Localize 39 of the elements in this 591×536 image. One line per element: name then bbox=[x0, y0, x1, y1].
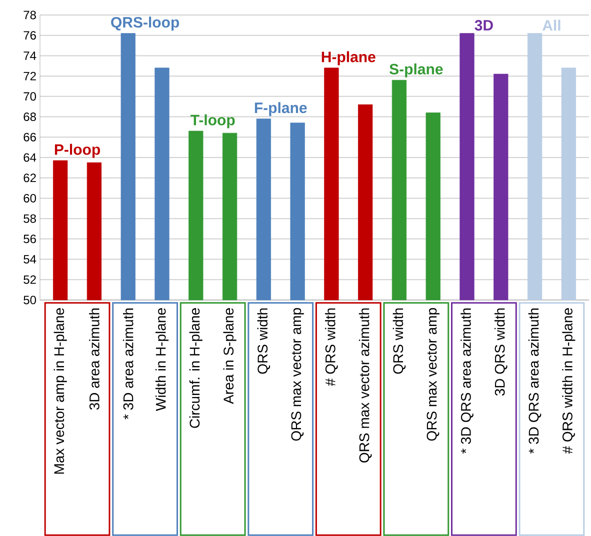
annotation: P-loop bbox=[54, 144, 100, 158]
y-tick-label: 76 bbox=[24, 31, 36, 40]
x-tick-label: QRS max vector azimuth bbox=[358, 308, 372, 462]
x-tick-label: QRS width bbox=[392, 308, 406, 374]
y-tick-label: 66 bbox=[24, 132, 36, 142]
x-tick-label: QRS max vector amp bbox=[291, 308, 304, 441]
y-tick-label: 74 bbox=[24, 52, 36, 60]
y-tick-label: 50 bbox=[24, 296, 36, 304]
y-tick-label: 60 bbox=[24, 194, 36, 202]
annotation: T-loop bbox=[190, 114, 235, 128]
y-tick-label: 56 bbox=[24, 234, 36, 244]
y-tick-label: 64 bbox=[24, 153, 36, 162]
x-tick-label: 3D QRS width bbox=[494, 308, 508, 396]
x-tick-label: # QRS width bbox=[325, 308, 338, 386]
x-tick-label: 3D area azimuth bbox=[89, 308, 100, 410]
y-tick-label: 72 bbox=[24, 72, 36, 80]
annotation: QRS-loop bbox=[111, 16, 180, 31]
x-tick-label: Area in S-plane bbox=[223, 308, 236, 404]
y-tick-label: 68 bbox=[24, 112, 36, 122]
y-tick-label: 62 bbox=[24, 174, 36, 182]
annotation: All bbox=[542, 20, 560, 31]
x-tick-label: * 3D QRS area azimuth bbox=[460, 308, 474, 454]
x-tick-label: * 3D QRS area azimuth bbox=[528, 308, 542, 454]
x-tick-label: Circumf. in H-plane bbox=[189, 308, 202, 428]
x-tick-label: QRS width bbox=[257, 308, 270, 374]
annotation: S-plane bbox=[390, 63, 443, 78]
y-tick-label: 70 bbox=[24, 92, 36, 101]
y-tick-label: 54 bbox=[24, 255, 36, 264]
annotation: 3D bbox=[474, 20, 493, 31]
y-tick-label: 52 bbox=[24, 275, 36, 284]
y-tick-label: 78 bbox=[24, 10, 36, 20]
x-tick-label: Max vector amp in H-plane bbox=[54, 308, 67, 474]
annotation: F-plane bbox=[254, 102, 307, 116]
x-tick-label: QRS max vector amp bbox=[426, 308, 440, 441]
x-tick-label: # QRS width in H-plane bbox=[562, 308, 576, 454]
y-tick-label: 58 bbox=[24, 214, 36, 223]
annotation: H-plane bbox=[322, 51, 376, 66]
x-tick-label: * 3D area azimuth bbox=[122, 308, 134, 420]
x-tick-label: Width in H-plane bbox=[155, 308, 169, 411]
